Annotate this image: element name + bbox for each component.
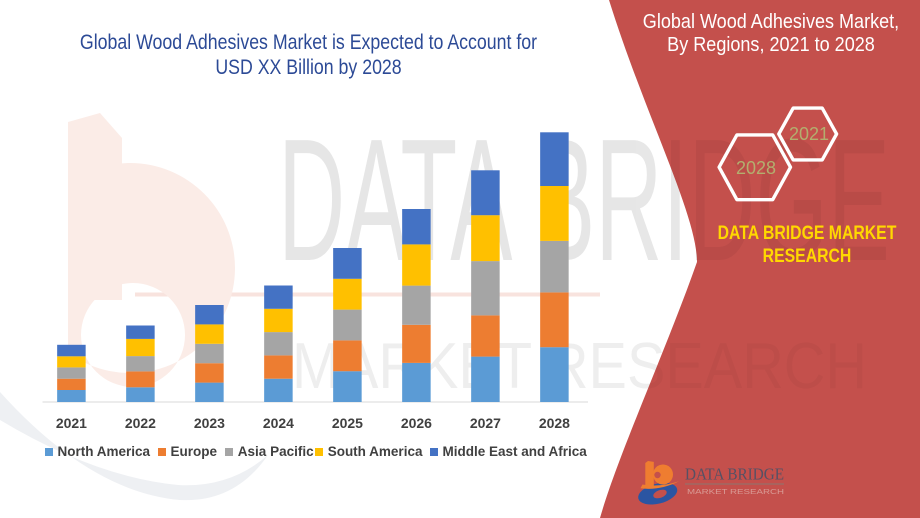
svg-text:DATA BRIDGE: DATA BRIDGE — [685, 465, 784, 484]
svg-text:MARKET RESEARCH: MARKET RESEARCH — [687, 489, 784, 496]
